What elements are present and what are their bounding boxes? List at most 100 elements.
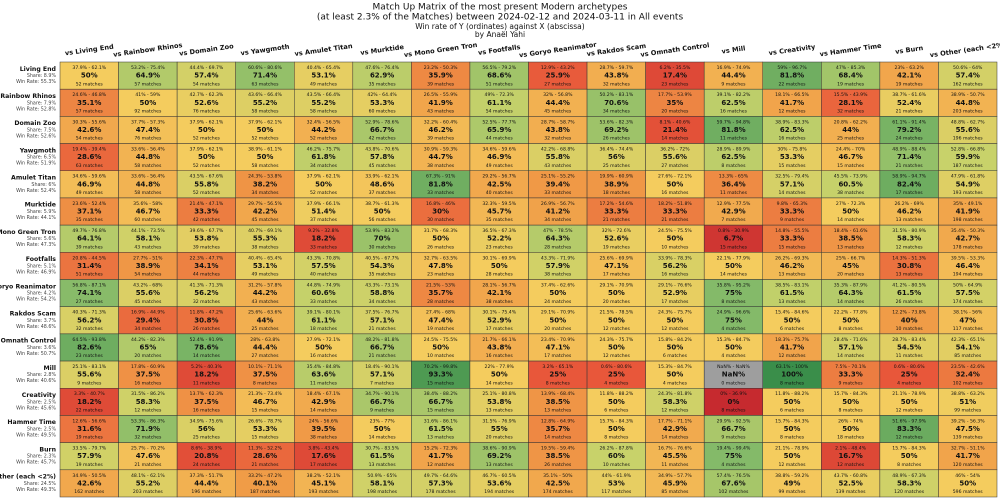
cell-win-rate: 33.3% — [194, 208, 218, 216]
cell-interval: 37.9% - 62.1% — [190, 147, 224, 153]
cell-interval: 30.7% - 83.5% — [365, 446, 399, 452]
cell — [352, 170, 412, 199]
cell-interval: 21.4% - 47.1% — [190, 201, 224, 207]
cell-win-rate: 44.4% — [721, 72, 745, 80]
cell-win-rate: 47.1% — [604, 262, 628, 270]
cell-interval: 5.2% - 40.3% — [191, 364, 222, 370]
cell — [586, 388, 646, 416]
cell-matches: 12 matches — [134, 408, 162, 414]
cell — [703, 388, 763, 416]
cell — [586, 88, 646, 117]
cell — [118, 61, 178, 90]
cell-win-rate: 50% — [667, 316, 684, 324]
cell-win-rate: 34.1% — [194, 262, 218, 270]
cell-win-rate: 52.6% — [194, 99, 218, 107]
cell-win-rate: 50% — [842, 208, 859, 216]
cell-interval: 14.8% - 55.5% — [775, 228, 809, 234]
cell-matches: 196 matches — [953, 136, 984, 142]
cell — [645, 252, 705, 280]
cell-matches: 18 matches — [603, 190, 631, 196]
cell-win-rate: 50% — [198, 126, 215, 134]
cell-matches: 15 matches — [251, 408, 279, 414]
cell-win-rate: 57.4% — [194, 72, 218, 80]
cell-matches: 13 matches — [486, 408, 514, 414]
cell-win-rate: 46.7% — [136, 208, 160, 216]
cell — [762, 170, 822, 199]
cell-matches: 14 matches — [544, 435, 572, 441]
cell-matches: 102 matches — [718, 489, 749, 495]
cell-win-rate: 54.3% — [370, 262, 394, 270]
cell-win-rate: 68.4% — [838, 72, 862, 80]
row-win-rate: Win Rate: 45.6% — [16, 405, 56, 411]
cell-win-rate: 38.5% — [838, 235, 862, 243]
cell — [411, 388, 471, 416]
cell-matches: 23 matches — [486, 244, 514, 250]
cell — [411, 442, 471, 471]
cell — [586, 469, 646, 498]
cell — [645, 224, 705, 253]
cell-matches: 54 matches — [486, 108, 514, 114]
cell-interval: 30.1% - 69.9% — [482, 255, 516, 261]
cell — [528, 469, 588, 498]
cell-matches: 11 matches — [720, 136, 748, 142]
cell-interval: 27% - 72.3% — [836, 201, 866, 207]
cell — [821, 388, 881, 416]
cell-win-rate: 38.5% — [546, 452, 570, 460]
cell-win-rate: 47.4% — [429, 316, 453, 324]
cell — [59, 415, 119, 443]
cell-matches: 44 matches — [193, 272, 221, 278]
row-share: Share: 3.7% — [27, 318, 57, 324]
column-header: vs Burn — [895, 44, 924, 56]
cell — [59, 143, 119, 171]
cell — [235, 143, 295, 171]
cell-matches: 58 matches — [251, 163, 279, 169]
cell-matches: 37 matches — [369, 190, 397, 196]
cell-matches: 15 matches — [779, 163, 807, 169]
cell-win-rate: 55.2% — [253, 99, 277, 107]
cell-win-rate: 42.9% — [311, 398, 335, 406]
cell-matches: 34 matches — [544, 217, 572, 223]
cell — [528, 388, 588, 416]
cell-matches: 11 matches — [661, 462, 689, 468]
cell-interval: 28.4% - 71.6% — [834, 337, 868, 343]
chart-description: Win rate of Y (ordinates) against X (abs… — [415, 22, 584, 31]
cell-win-rate: 50% — [959, 479, 976, 487]
cell — [703, 88, 763, 117]
cell-win-rate: 50% — [784, 425, 801, 433]
cell-matches: 60 matches — [134, 217, 162, 223]
cell-interval: 14.3% - 51.3% — [892, 255, 926, 261]
cell-interval: 24.5% - 75.5% — [424, 337, 458, 343]
row-win-rate: Win Rate: 50.7% — [16, 351, 56, 357]
cell-interval: 42.7% - 62.3% — [190, 92, 224, 98]
cell-matches: 15 matches — [779, 244, 807, 250]
cell-matches: 45 matches — [544, 108, 572, 114]
cell-interval: 41.3% - 71.3% — [190, 282, 224, 288]
cell-win-rate: 52.5% — [838, 479, 862, 487]
cell-win-rate: 18.2% — [311, 235, 335, 243]
cell-win-rate: 66.7% — [370, 343, 394, 351]
cell-win-rate: 44.2% — [253, 289, 277, 297]
cell-win-rate: 44% — [257, 316, 274, 324]
cell-win-rate: 42.7% — [956, 235, 980, 243]
cell-win-rate: 54.1% — [956, 343, 980, 351]
cell-interval: 32.4% - 56.5% — [307, 119, 341, 125]
cell — [821, 88, 881, 117]
cell-win-rate: 50% — [374, 425, 391, 433]
cell-interval: 34.9% - 75.6% — [190, 418, 224, 424]
cell-win-rate: 69.2% — [487, 452, 511, 460]
cell-matches: 8 matches — [546, 380, 571, 386]
cell-win-rate: 57.1% — [370, 371, 394, 379]
row-share: Share: 2.8% — [27, 372, 57, 378]
cell-win-rate: 47.6% — [136, 452, 160, 460]
cell — [762, 116, 822, 144]
cell-interval: 19.4% - 99.4% — [717, 446, 751, 452]
cell-win-rate: 62.5% — [780, 126, 804, 134]
cell-matches: 9 matches — [839, 380, 864, 386]
cell-win-rate: 53.6% — [487, 479, 511, 487]
cell-interval: 8.6% - 38.9% — [191, 446, 222, 452]
cell-win-rate: 17.4% — [663, 72, 687, 80]
cell-matches: 14 matches — [193, 353, 221, 359]
cell-interval: 24.5% - 75.5% — [658, 228, 692, 234]
cell — [469, 469, 529, 498]
